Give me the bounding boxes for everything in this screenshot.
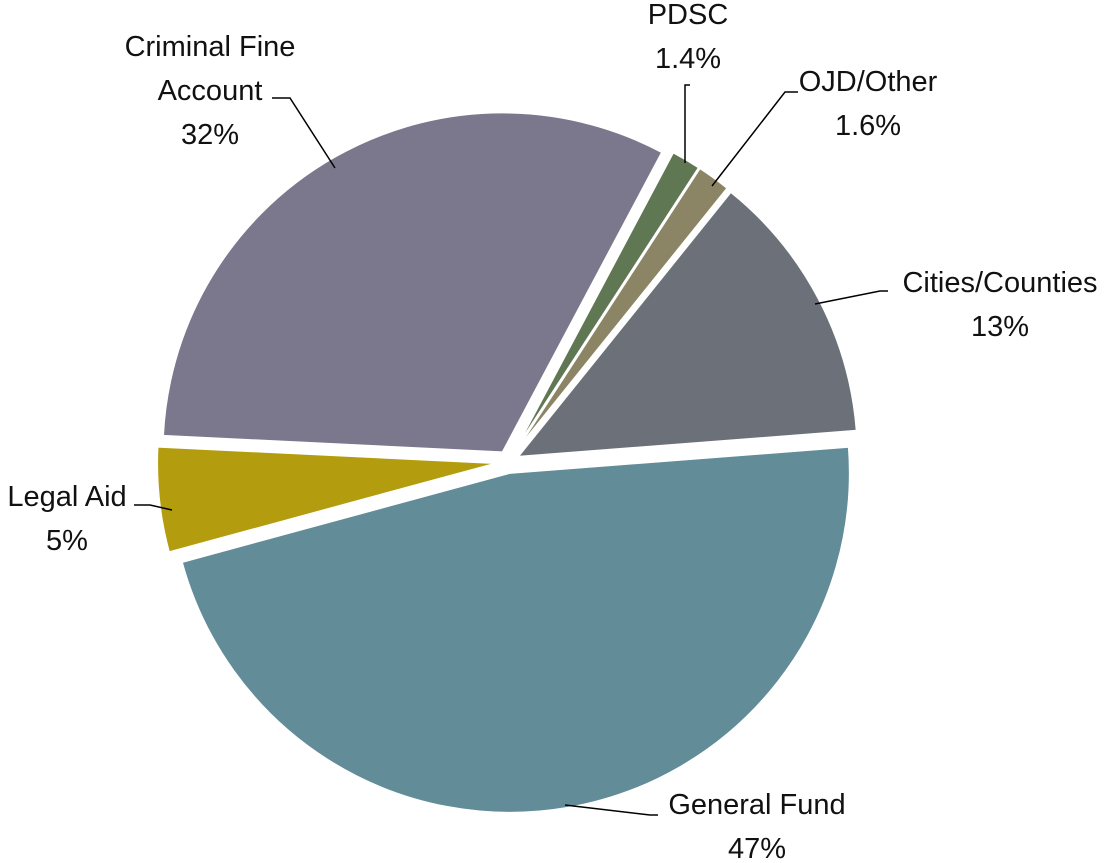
category-label: PDSC bbox=[647, 0, 729, 31]
leader-line bbox=[711, 91, 798, 187]
leader-line bbox=[564, 804, 658, 816]
pie-slice bbox=[512, 150, 701, 454]
value-label: 1.4% bbox=[654, 43, 722, 75]
category-label: Criminal Fine Account bbox=[124, 31, 296, 107]
slice-label: Criminal Fine Account 32% bbox=[100, 25, 320, 157]
leader-line bbox=[134, 504, 173, 511]
slice-label: Legal Aid 5% bbox=[0, 475, 147, 563]
pie-slice bbox=[515, 190, 858, 459]
slice-label: OJD/Other 1.6% bbox=[768, 60, 968, 148]
category-label: Cities/Counties bbox=[902, 267, 1098, 299]
value-label: 1.6% bbox=[834, 110, 902, 142]
slice-label: Cities/Counties 13% bbox=[880, 261, 1113, 349]
value-label: 32% bbox=[180, 119, 240, 151]
category-label: Legal Aid bbox=[7, 481, 127, 513]
category-label: OJD/Other bbox=[798, 66, 938, 98]
slice-label: General Fund 47% bbox=[627, 783, 887, 863]
value-label: 47% bbox=[727, 833, 787, 863]
leader-line bbox=[684, 84, 690, 163]
leader-line bbox=[814, 290, 888, 305]
leader-line bbox=[272, 97, 336, 169]
pie-slice bbox=[513, 166, 729, 454]
slice-label: PDSC 1.4% bbox=[588, 0, 788, 81]
pie-slice bbox=[180, 445, 851, 814]
value-label: 5% bbox=[46, 525, 88, 557]
pie-slice bbox=[156, 445, 498, 554]
category-label: General Fund bbox=[668, 789, 846, 821]
value-label: 13% bbox=[970, 311, 1030, 343]
pie-slice bbox=[161, 111, 664, 454]
